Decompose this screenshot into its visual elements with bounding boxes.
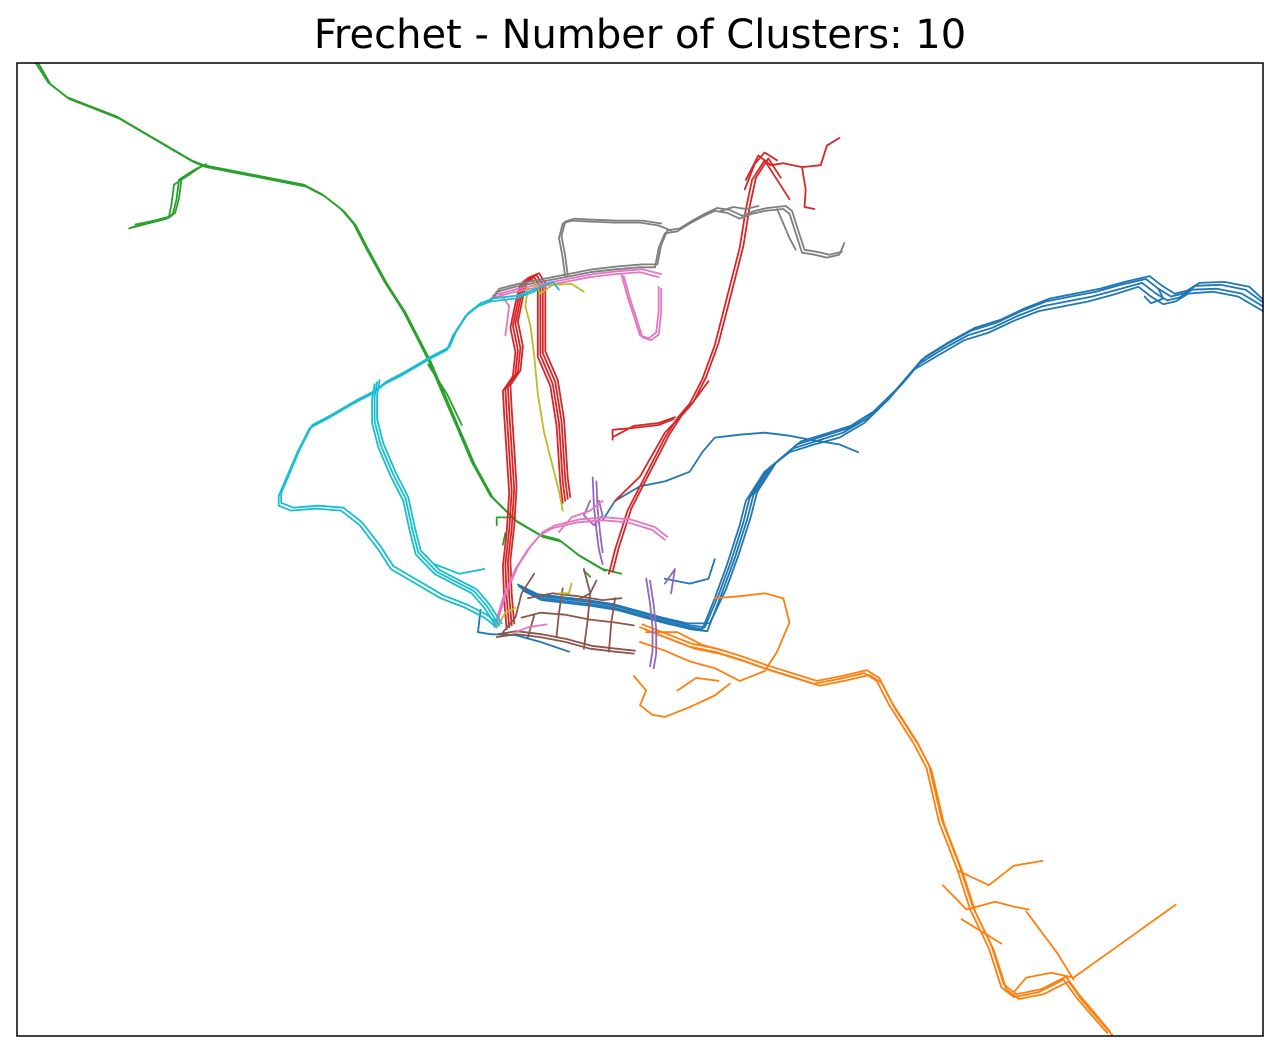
cluster-2-trajectory-4: [134, 165, 203, 226]
cluster-1-trajectory-9: [1072, 903, 1177, 979]
cluster-0-trajectory-0: [520, 285, 1264, 631]
cluster-9-trajectory-2: [371, 383, 498, 629]
cluster-5: [495, 568, 636, 655]
cluster-2-trajectory-3: [130, 163, 208, 229]
cluster-4-trajectory-5: [664, 568, 676, 595]
cluster-0-trajectory-5: [664, 558, 716, 585]
cluster-5-trajectory-4: [555, 587, 564, 638]
cluster-7-trajectory-3: [560, 217, 663, 277]
cluster-3-trajectory-1: [506, 274, 569, 627]
cluster-3-trajectory-8: [612, 416, 676, 438]
cluster-1-trajectory-6: [941, 884, 1030, 911]
cluster-1-trajectory-8: [1025, 910, 1075, 981]
cluster-4-trajectory-4: [583, 499, 604, 527]
cluster-3-trajectory-10: [769, 136, 841, 169]
cluster-1-trajectory-10: [960, 918, 1003, 945]
cluster-6-trajectory-3: [489, 271, 660, 300]
cluster-2-trajectory-8: [427, 363, 463, 426]
cluster-9-trajectory-5: [433, 563, 486, 575]
cluster-1-trajectory-11: [645, 631, 729, 653]
cluster-6-trajectory-5: [620, 273, 660, 340]
cluster-5-trajectory-6: [608, 597, 616, 653]
cluster-9-trajectory-1: [280, 287, 538, 626]
cluster-0-trajectory-7: [514, 634, 570, 653]
cluster-1-trajectory-1: [641, 623, 1111, 1032]
cluster-1-trajectory-5: [956, 860, 1044, 887]
cluster-1-trajectory-3: [639, 592, 791, 682]
cluster-7-trajectory-2: [558, 219, 672, 279]
cluster-0-trajectory-8: [1143, 287, 1165, 305]
cluster-0-trajectory-6: [477, 608, 517, 636]
cluster-2-trajectory-0: [34, 62, 623, 575]
cluster-7: [489, 205, 846, 303]
cluster-1-trajectory-4: [632, 675, 731, 718]
cluster-2: [34, 62, 623, 578]
cluster-3-trajectory-4: [608, 159, 791, 575]
cluster-3-trajectory-11: [801, 166, 816, 210]
cluster-6-trajectory-1: [495, 516, 669, 626]
cluster-5-trajectory-3: [527, 592, 623, 601]
cluster-3-trajectory-6: [614, 380, 710, 502]
cluster-7-trajectory-0: [489, 208, 846, 303]
cluster-6-trajectory-8: [514, 623, 548, 634]
cluster-3-trajectory-9: [745, 154, 772, 181]
cluster-1-trajectory-7: [1012, 971, 1075, 994]
cluster-9-trajectory-3: [373, 381, 501, 627]
cluster-1-trajectory-2: [644, 628, 1114, 1036]
cluster-3-trajectory-3: [509, 272, 572, 625]
cluster-0-trajectory-2: [522, 278, 1264, 633]
cluster-3-trajectory-12: [743, 151, 778, 191]
cluster-4-trajectory-2: [645, 577, 654, 668]
cluster-5-trajectory-5: [583, 568, 592, 650]
cluster-6-trajectory-4: [492, 268, 663, 297]
cluster-0-trajectory-1: [518, 281, 1264, 629]
cluster-1: [632, 592, 1177, 1036]
plot-frame: [16, 62, 1264, 1037]
cluster-0: [477, 275, 1264, 653]
cluster-5-trajectory-7: [501, 572, 535, 634]
cluster-0-trajectory-3: [517, 275, 1264, 625]
trajectory-layer: [34, 62, 1264, 1036]
chart-title: Frechet - Number of Clusters: 10: [313, 12, 967, 58]
cluster-8-trajectory-0: [524, 285, 564, 512]
cluster-7-trajectory-1: [492, 205, 843, 300]
cluster-3-trajectory-5: [611, 157, 782, 573]
cluster-5-trajectory-9: [576, 579, 598, 601]
cluster-2-trajectory-1: [37, 62, 606, 572]
cluster-3-trajectory-0: [504, 276, 567, 629]
cluster-8: [495, 280, 585, 629]
cluster-8-trajectory-1: [533, 280, 585, 295]
cluster-7-trajectory-5: [776, 208, 797, 251]
cluster-4-trajectory-3: [649, 579, 658, 670]
cluster-4-trajectory-0: [591, 476, 604, 565]
cluster-9-trajectory-4: [376, 379, 503, 625]
cluster-3: [501, 136, 841, 631]
cluster-9: [277, 280, 560, 629]
cluster-2-trajectory-6: [501, 532, 507, 546]
cluster-8-trajectory-3: [558, 582, 573, 595]
cluster-1-trajectory-0: [639, 626, 1109, 1034]
cluster-5-trajectory-0: [495, 633, 635, 655]
cluster-1-trajectory-12: [676, 677, 720, 692]
cluster-6: [489, 268, 669, 634]
cluster-6-trajectory-2: [558, 499, 604, 533]
cluster-6-trajectory-6: [622, 275, 663, 342]
cluster-3-trajectory-2: [501, 278, 564, 631]
cluster-3-trajectory-7: [611, 418, 675, 441]
cluster-9-trajectory-0: [277, 290, 535, 629]
cluster-8-trajectory-2: [495, 607, 517, 629]
cluster-7-trajectory-4: [720, 205, 760, 212]
cluster-9-trajectory-6: [533, 280, 560, 293]
cluster-5-trajectory-2: [520, 611, 635, 627]
cluster-6-trajectory-0: [493, 519, 666, 629]
